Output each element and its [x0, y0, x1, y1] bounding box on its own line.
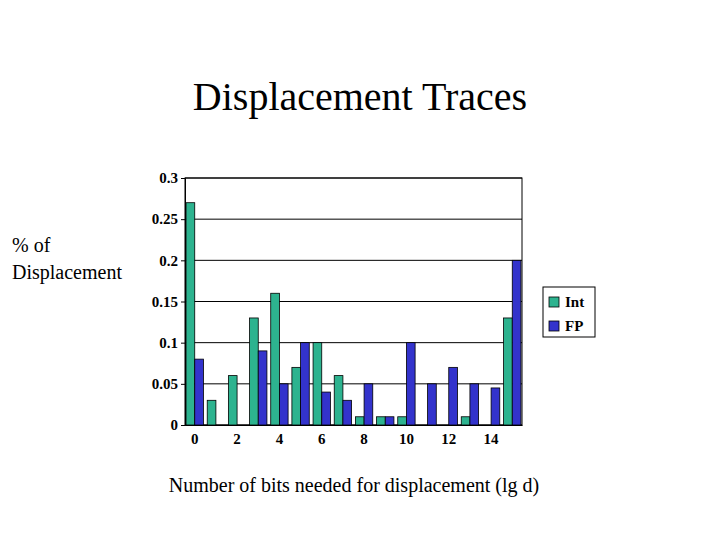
bar	[195, 359, 204, 425]
tick-mark	[181, 425, 185, 426]
legend-swatch	[549, 321, 559, 331]
y-axis: 0 0.05 0.1 0.15 0.2 0.25 0.3	[152, 170, 186, 433]
bar	[322, 392, 331, 425]
tick-label: 10	[399, 431, 414, 447]
bar	[428, 384, 437, 425]
y-axis-title: % ofDisplacement	[12, 234, 122, 284]
tick: 0.25	[152, 211, 185, 227]
tick: 4	[276, 425, 284, 447]
tick: 0.3	[159, 170, 185, 186]
bar	[216, 425, 225, 426]
series-bars	[186, 203, 512, 425]
bar	[355, 417, 364, 425]
tick: 0.15	[152, 294, 185, 310]
tick: 6	[318, 425, 326, 447]
tick-mark	[181, 302, 185, 303]
tick-label: 0.15	[152, 294, 178, 310]
bar	[207, 400, 216, 425]
tick: 0.1	[159, 335, 185, 351]
bar	[470, 384, 479, 425]
bar	[301, 343, 310, 425]
tick: 14	[484, 425, 500, 447]
bars	[186, 203, 521, 425]
bar	[377, 417, 386, 425]
grid	[185, 178, 522, 425]
tick: 0.05	[152, 376, 185, 392]
bar	[398, 417, 407, 425]
tick-mark	[181, 178, 185, 179]
tick-mark	[181, 260, 185, 261]
legend-box	[543, 287, 595, 337]
tick-label: 0	[191, 431, 199, 447]
tick-label: 0.25	[152, 211, 178, 227]
bar	[258, 351, 267, 425]
plot-frame	[185, 178, 522, 425]
grid-line	[185, 342, 522, 343]
bar	[237, 425, 246, 426]
legend-label: FP	[565, 318, 583, 334]
grid-line	[185, 260, 522, 261]
tick-label: 0	[171, 417, 179, 433]
bar	[292, 367, 301, 425]
bar	[279, 384, 288, 425]
tick: 0	[171, 417, 186, 433]
bar	[385, 417, 394, 425]
bar	[228, 376, 237, 425]
bar	[482, 425, 491, 426]
tick: 2	[233, 425, 241, 447]
bar	[491, 388, 500, 425]
tick-label: 6	[318, 431, 326, 447]
tick: 12	[441, 425, 456, 447]
tick-label: 14	[484, 431, 500, 447]
bar	[440, 425, 449, 426]
tick-mark	[181, 343, 185, 344]
axis-line	[181, 179, 186, 426]
series-bars	[195, 260, 521, 425]
tick-label: 8	[360, 431, 368, 447]
bar	[504, 318, 513, 425]
bar	[186, 203, 195, 425]
tick-mark	[181, 384, 185, 385]
bar	[364, 384, 373, 425]
axis-line	[186, 425, 523, 426]
bar	[419, 425, 428, 426]
grid-line	[185, 301, 522, 302]
tick-label: 2	[233, 431, 241, 447]
x-axis-title: Number of bits needed for displacement (…	[169, 474, 539, 497]
x-axis: 0 2 4 6 8 10 12 14	[186, 425, 523, 447]
chart: Displacement Traces 0 0.05 0.1 0.15 0.2 0.25 0.…	[0, 0, 720, 540]
tick: 10	[399, 425, 414, 447]
bar	[313, 343, 322, 425]
bar	[406, 343, 415, 425]
tick-label: 4	[276, 431, 284, 447]
bar	[449, 367, 458, 425]
tick-label: 0.2	[159, 253, 178, 269]
bar	[271, 293, 280, 425]
legend-swatch	[549, 297, 559, 307]
bar	[512, 260, 521, 425]
bar	[334, 376, 343, 425]
tick-label: 0.1	[159, 335, 178, 351]
tick-mark	[181, 219, 185, 220]
legend-label: Int	[565, 294, 584, 310]
bar	[461, 417, 470, 425]
tick-label: 0.05	[152, 376, 178, 392]
tick: 8	[360, 425, 368, 447]
tick-label: 0.3	[159, 170, 178, 186]
tick: 0.2	[159, 253, 185, 269]
bar	[250, 318, 259, 425]
tick-label: 12	[441, 431, 456, 447]
legend: Int FP	[543, 287, 595, 337]
tick: 0	[191, 425, 199, 447]
bar	[343, 400, 352, 425]
title: Displacement Traces	[193, 74, 527, 119]
grid-line	[185, 219, 522, 220]
